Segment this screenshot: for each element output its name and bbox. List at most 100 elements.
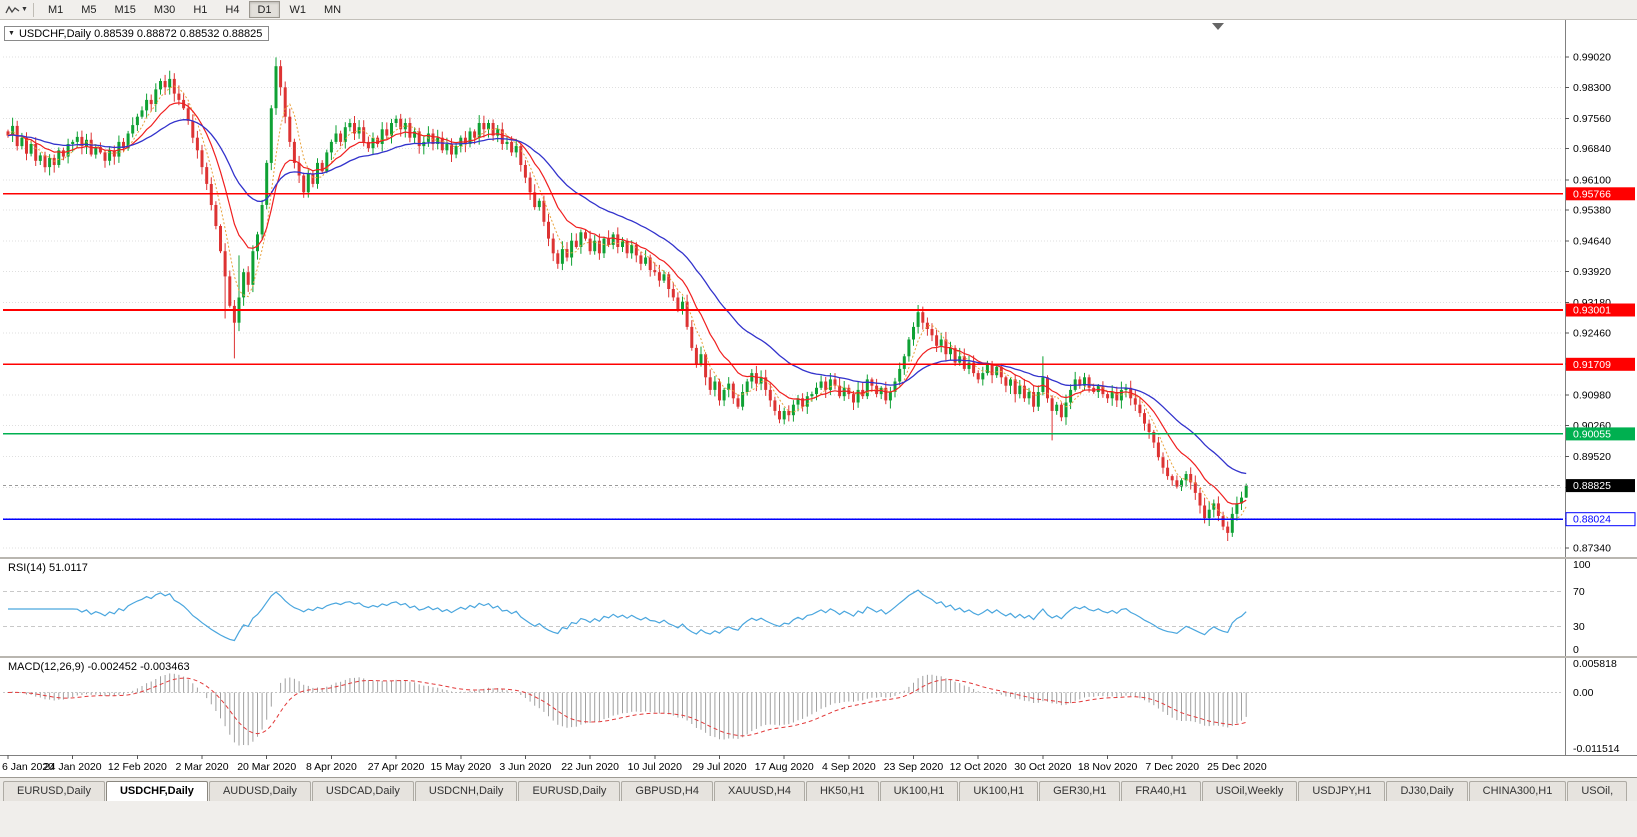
svg-text:0: 0 <box>1573 644 1579 656</box>
svg-text:10 Jul 2020: 10 Jul 2020 <box>628 761 682 773</box>
rsi-scale[interactable]: 100 70 30 0 <box>1565 559 1591 656</box>
svg-text:0.91709: 0.91709 <box>1573 359 1611 371</box>
svg-text:70: 70 <box>1573 586 1585 598</box>
timeframe-button-M1[interactable]: M1 <box>40 1 71 18</box>
svg-text:0.98300: 0.98300 <box>1573 82 1611 94</box>
timeframe-button-W1[interactable]: W1 <box>282 1 315 18</box>
macd-indicator-panel[interactable]: 0.005818 0.00 -0.011514 <box>0 658 1637 755</box>
svg-text:100: 100 <box>1573 559 1591 571</box>
timeframe-toolbar: ▼ M1 M5 M15 M30 H1 H4 D1 W1 MN <box>0 0 1637 20</box>
svg-text:7 Dec 2020: 7 Dec 2020 <box>1145 761 1199 773</box>
timeframe-button-H1[interactable]: H1 <box>185 1 215 18</box>
bottom-strip <box>0 801 1637 837</box>
chart-tabs-bar: EURUSD,Daily USDCHF,Daily AUDUSD,Daily USDC… <box>0 777 1637 801</box>
svg-text:0.90980: 0.90980 <box>1573 390 1611 402</box>
svg-text:15 May 2020: 15 May 2020 <box>430 761 491 773</box>
svg-text:0.96100: 0.96100 <box>1573 174 1611 186</box>
tab-USDCAD-Daily[interactable]: USDCAD,Daily <box>311 781 414 801</box>
svg-text:4 Sep 2020: 4 Sep 2020 <box>822 761 876 773</box>
tab-AUDUSD-Daily[interactable]: AUDUSD,Daily <box>208 781 311 801</box>
rsi-indicator-panel[interactable]: 100 70 30 0 <box>0 559 1637 656</box>
svg-text:8 Apr 2020: 8 Apr 2020 <box>306 761 357 773</box>
svg-text:25 Dec 2020: 25 Dec 2020 <box>1207 761 1267 773</box>
timeframe-button-M15[interactable]: M15 <box>107 1 144 18</box>
tab-XAUUSD-H4[interactable]: XAUUSD,H4 <box>713 781 805 801</box>
svg-text:0.92460: 0.92460 <box>1573 327 1611 339</box>
timeframe-button-MN[interactable]: MN <box>316 1 349 18</box>
macd-panel-splitter[interactable] <box>0 656 1637 658</box>
svg-text:17 Aug 2020: 17 Aug 2020 <box>755 761 814 773</box>
svg-text:0.93001: 0.93001 <box>1573 305 1611 317</box>
svg-text:0.87340: 0.87340 <box>1573 543 1611 555</box>
timeframe-button-H4[interactable]: H4 <box>217 1 247 18</box>
timeframe-buttons-group: M1 M5 M15 M30 H1 H4 D1 W1 MN <box>39 1 350 18</box>
ma-slow-line[interactable] <box>7 119 1247 475</box>
svg-text:12 Feb 2020: 12 Feb 2020 <box>108 761 167 773</box>
svg-text:0.88825: 0.88825 <box>1573 480 1611 492</box>
ma-mid-line[interactable] <box>7 102 1247 505</box>
svg-text:0.89520: 0.89520 <box>1573 451 1611 463</box>
macd-scale[interactable]: 0.005818 0.00 -0.011514 <box>1565 658 1620 755</box>
svg-text:20 Mar 2020: 20 Mar 2020 <box>237 761 296 773</box>
svg-text:2 Mar 2020: 2 Mar 2020 <box>175 761 228 773</box>
svg-text:29 Jul 2020: 29 Jul 2020 <box>692 761 746 773</box>
tab-HK50-H1[interactable]: HK50,H1 <box>805 781 879 801</box>
tab-UK100-H1[interactable]: UK100,H1 <box>959 781 1039 801</box>
svg-text:0.95380: 0.95380 <box>1573 205 1611 217</box>
tab-FRA40-H1[interactable]: FRA40,H1 <box>1121 781 1201 801</box>
tab-USOil-Weekly[interactable]: USOil,Weekly <box>1201 781 1298 801</box>
svg-text:3 Jun 2020: 3 Jun 2020 <box>499 761 551 773</box>
svg-text:30: 30 <box>1573 621 1585 633</box>
chart-shift-marker[interactable] <box>1212 23 1224 30</box>
rsi-indicator-label: RSI(14) 51.0117 <box>5 562 91 574</box>
rsi-line <box>8 589 1247 642</box>
timeframe-button-D1[interactable]: D1 <box>249 1 280 18</box>
svg-text:12 Oct 2020: 12 Oct 2020 <box>950 761 1007 773</box>
price-scale[interactable]: 0.99020 0.98300 0.97560 0.96840 0.96100 0.953… <box>1565 20 1636 557</box>
svg-text:0.94640: 0.94640 <box>1573 236 1611 248</box>
tab-EURUSD-Daily[interactable]: EURUSD,Daily <box>518 781 621 801</box>
main-price-chart[interactable]: 0.99020 0.98300 0.97560 0.96840 0.96100 0.953… <box>0 20 1637 557</box>
ma-fast-line[interactable] <box>7 85 1247 520</box>
svg-text:0.88024: 0.88024 <box>1573 514 1611 526</box>
svg-text:-0.011514: -0.011514 <box>1573 743 1620 755</box>
tab-CHINA300-H1[interactable]: CHINA300,H1 <box>1468 781 1567 801</box>
collapse-triangle-icon[interactable]: ▼ <box>8 30 15 37</box>
svg-text:0.90055: 0.90055 <box>1573 428 1611 440</box>
tick-chart-icon[interactable] <box>3 3 21 17</box>
tab-USDJPY-H1[interactable]: USDJPY,H1 <box>1298 781 1386 801</box>
svg-text:23 Sep 2020: 23 Sep 2020 <box>884 761 944 773</box>
tab-EURUSD-Daily[interactable]: EURUSD,Daily <box>3 781 105 801</box>
rsi-panel-splitter[interactable] <box>0 557 1637 559</box>
svg-text:22 Jun 2020: 22 Jun 2020 <box>561 761 619 773</box>
ohlc-text: USDCHF,Daily 0.88539 0.88872 0.88532 0.8… <box>18 27 263 40</box>
svg-text:27 Apr 2020: 27 Apr 2020 <box>368 761 425 773</box>
tab-USDCHF-Daily[interactable]: USDCHF,Daily <box>105 781 208 801</box>
tab-GER30-H1[interactable]: GER30,H1 <box>1039 781 1121 801</box>
tab-USDCNH-Daily[interactable]: USDCNH,Daily <box>414 781 518 801</box>
rsi-levels <box>3 590 1563 628</box>
svg-text:0.99020: 0.99020 <box>1573 52 1611 64</box>
timeframe-button-M30[interactable]: M30 <box>146 1 183 18</box>
svg-text:0.95766: 0.95766 <box>1573 188 1611 200</box>
svg-text:0.93920: 0.93920 <box>1573 266 1611 278</box>
dropdown-caret-icon[interactable]: ▼ <box>21 6 28 13</box>
svg-text:0.97560: 0.97560 <box>1573 113 1611 125</box>
svg-text:0.005818: 0.005818 <box>1573 658 1617 670</box>
svg-text:30 Oct 2020: 30 Oct 2020 <box>1014 761 1071 773</box>
tab-GBPUSD-H4[interactable]: GBPUSD,H4 <box>621 781 713 801</box>
svg-text:0.00: 0.00 <box>1573 687 1594 699</box>
tab-DJ30-Daily[interactable]: DJ30,Daily <box>1386 781 1468 801</box>
tab-USOil-[interactable]: USOil, <box>1567 781 1628 801</box>
horizontal-level-lines[interactable] <box>3 193 1563 521</box>
tab-UK100-H1[interactable]: UK100,H1 <box>879 781 959 801</box>
svg-text:24 Jan 2020: 24 Jan 2020 <box>44 761 102 773</box>
svg-text:0.96840: 0.96840 <box>1573 143 1611 155</box>
macd-signal-line <box>7 677 1247 737</box>
toolbar-separator <box>32 2 34 17</box>
svg-text:6 Jan 2020: 6 Jan 2020 <box>2 761 54 773</box>
timeframe-button-M5[interactable]: M5 <box>73 1 104 18</box>
